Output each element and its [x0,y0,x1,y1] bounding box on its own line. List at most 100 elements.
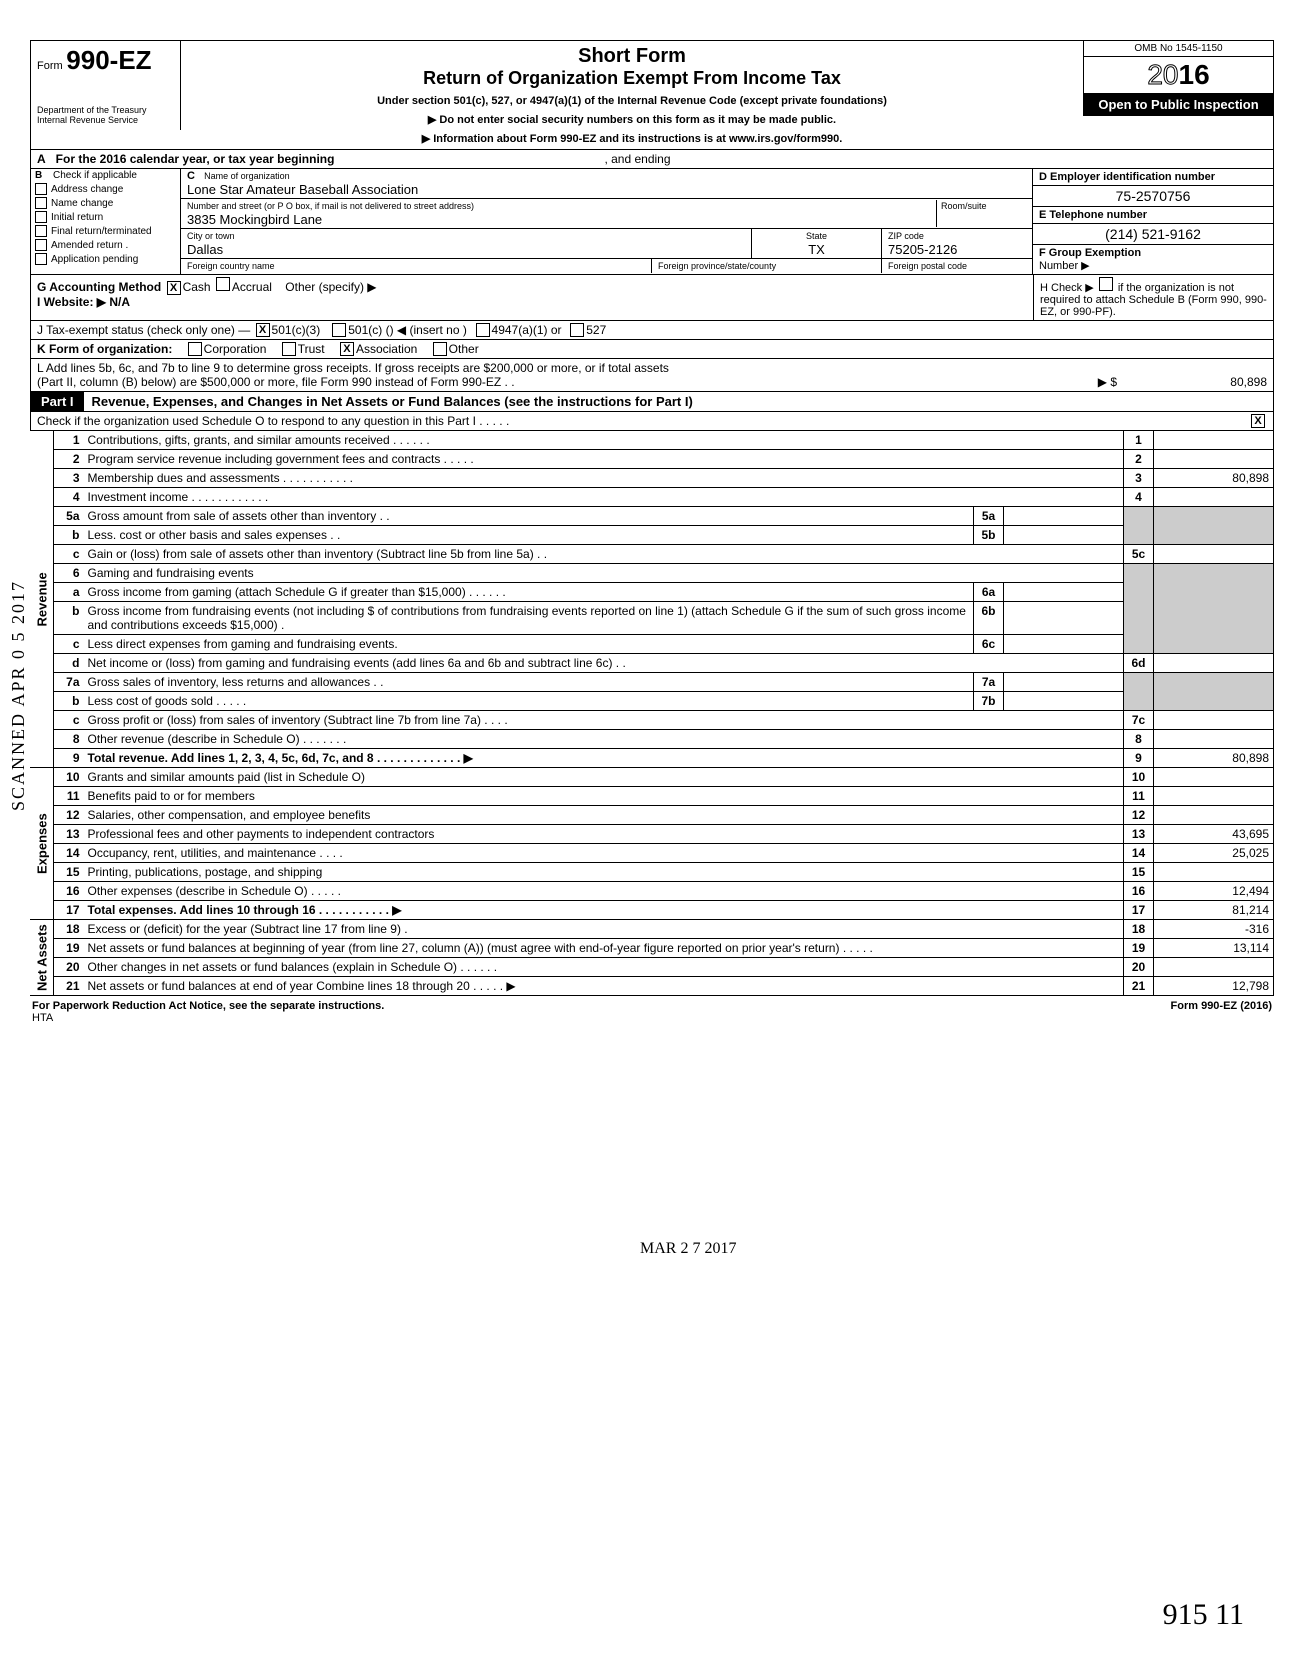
table-row: 9Total revenue. Add lines 1, 2, 3, 4, 5c… [30,749,1274,768]
chk-pending[interactable]: Application pending [31,252,180,266]
row-a-ending: , and ending [604,152,670,166]
part1-sub-text: Check if the organization used Schedule … [37,414,509,428]
cash-label: Cash [183,280,211,294]
table-row: 19Net assets or fund balances at beginni… [30,939,1274,958]
part1-header: Part I Revenue, Expenses, and Changes in… [30,392,1274,412]
corp-label: Corporation [204,342,267,356]
checkbox-icon[interactable] [35,197,47,209]
col-c: C Name of organization Lone Star Amateur… [181,169,1033,274]
label-f: F Group Exemption [1039,247,1141,259]
label-f2: Number ▶ [1039,260,1090,272]
label-a: A [37,152,46,166]
center-title: Short Form Return of Organization Exempt… [191,41,1073,149]
trust-label: Trust [298,342,325,356]
table-row: 20Other changes in net assets or fund ba… [30,958,1274,977]
other-checkbox[interactable] [433,342,447,356]
tax-year: 2016 [1084,57,1273,93]
l-arrow: ▶ $ [1098,375,1117,389]
chk-initial[interactable]: Initial return [31,210,180,224]
omb: OMB No 1545-1150 [1084,41,1273,57]
date-stamp: MAR 2 7 2017 [640,1240,736,1258]
checkbox-icon[interactable] [35,239,47,251]
checkbox-icon[interactable] [35,211,47,223]
accrual-label: Accrual [232,280,272,294]
table-row: cLess direct expenses from gaming and fu… [30,635,1274,654]
checkbox-icon[interactable] [35,183,47,195]
table-row: 21Net assets or fund balances at end of … [30,977,1274,996]
501c-label: 501(c) ( [348,323,389,337]
trust-checkbox[interactable] [282,342,296,356]
label-h: H Check ▶ [1040,282,1094,294]
table-row: 15Printing, publications, postage, and s… [30,863,1274,882]
l-val: 80,898 [1117,375,1267,389]
label-i: I Website: ▶ N/A [37,295,130,309]
label-d: D Employer identification number [1039,171,1215,183]
527-label: 527 [586,323,606,337]
table-row: 3Membership dues and assessments . . . .… [30,469,1274,488]
row-a-text: For the 2016 calendar year, or tax year … [56,152,335,166]
501c3-label: 501(c)(3) [272,323,321,337]
col-de: D Employer identification number 75-2570… [1033,169,1273,274]
form-word: Form [37,60,63,72]
part1-title: Revenue, Expenses, and Changes in Net As… [84,392,1273,411]
checkbox-icon[interactable] [35,253,47,265]
table-row: 4Investment income . . . . . . . . . . .… [30,488,1274,507]
open-inspection: Open to Public Inspection [1084,93,1273,116]
footer: For Paperwork Reduction Act Notice, see … [30,996,1274,1028]
table-row: Expenses 10Grants and similar amounts pa… [30,768,1274,787]
year-outline: 20 [1147,59,1178,90]
table-row: Net Assets 18Excess or (deficit) for the… [30,920,1274,939]
sub2: ▶ Do not enter social security numbers o… [195,113,1069,126]
table-row: aGross income from gaming (attach Schedu… [30,583,1274,602]
part1-tab: Part I [31,392,84,411]
short-form: Short Form [195,45,1069,68]
chk-final[interactable]: Final return/terminated [31,224,180,238]
527-checkbox[interactable] [570,323,584,337]
col-b-hdr: Check if applicable [53,170,137,181]
label-e: E Telephone number [1039,209,1147,221]
table-row: 11Benefits paid to or for members11 [30,787,1274,806]
row-g: G Accounting Method XCash Accrual Other … [30,275,1274,321]
4947-checkbox[interactable] [476,323,490,337]
accrual-checkbox[interactable] [216,277,230,291]
corp-checkbox[interactable] [188,342,202,356]
part1-checkbox[interactable]: X [1251,414,1265,428]
chk-amended[interactable]: Amended return . [31,238,180,252]
side-revenue: Revenue [30,431,54,768]
chk-name[interactable]: Name change [31,196,180,210]
handwriting: 915 11 [1163,1598,1244,1632]
table-row: 7aGross sales of inventory, less returns… [30,673,1274,692]
other-k-label: Other [449,342,479,356]
table-row: bLess cost of goods sold . . . . .7b [30,692,1274,711]
table-row: 5aGross amount from sale of assets other… [30,507,1274,526]
scanned-stamp: SCANNED APR 0 5 2017 [8,580,29,811]
table-row: 12Salaries, other compensation, and empl… [30,806,1274,825]
zip-val: 75205-2126 [888,242,957,257]
return-title: Return of Organization Exempt From Incom… [195,68,1069,89]
ein: 75-2570756 [1033,186,1273,207]
footer-right: Form 990-EZ (2016) [1171,1000,1272,1024]
table-row: Revenue 1Contributions, gifts, grants, a… [30,431,1274,450]
addr-val: 3835 Mockingbird Lane [187,212,322,227]
label-k: K Form of organization: [37,342,172,356]
state-label: State [806,231,827,241]
cash-checkbox[interactable]: X [167,281,181,295]
side-expenses: Expenses [30,768,54,920]
fp-label: Foreign province/state/county [658,261,776,271]
form-title-box: Form 990-EZ Department of the Treasury I… [31,41,181,130]
table-row: 2Program service revenue including gover… [30,450,1274,469]
fpc-label: Foreign postal code [888,261,967,271]
table-row: 13Professional fees and other payments t… [30,825,1274,844]
chk-address[interactable]: Address change [31,182,180,196]
h-checkbox[interactable] [1099,277,1113,291]
row-j: J Tax-exempt status (check only one) — X… [30,321,1274,340]
4947-label: 4947(a)(1) or [492,323,562,337]
form-header: Form 990-EZ Department of the Treasury I… [30,40,1274,150]
table-row: cGross profit or (loss) from sales of in… [30,711,1274,730]
assoc-checkbox[interactable]: X [340,342,354,356]
checkbox-icon[interactable] [35,225,47,237]
label-l2: (Part II, column (B) below) are $500,000… [37,375,515,389]
footer-left: For Paperwork Reduction Act Notice, see … [32,1000,384,1012]
501c-checkbox[interactable] [332,323,346,337]
501c3-checkbox[interactable]: X [256,323,270,337]
